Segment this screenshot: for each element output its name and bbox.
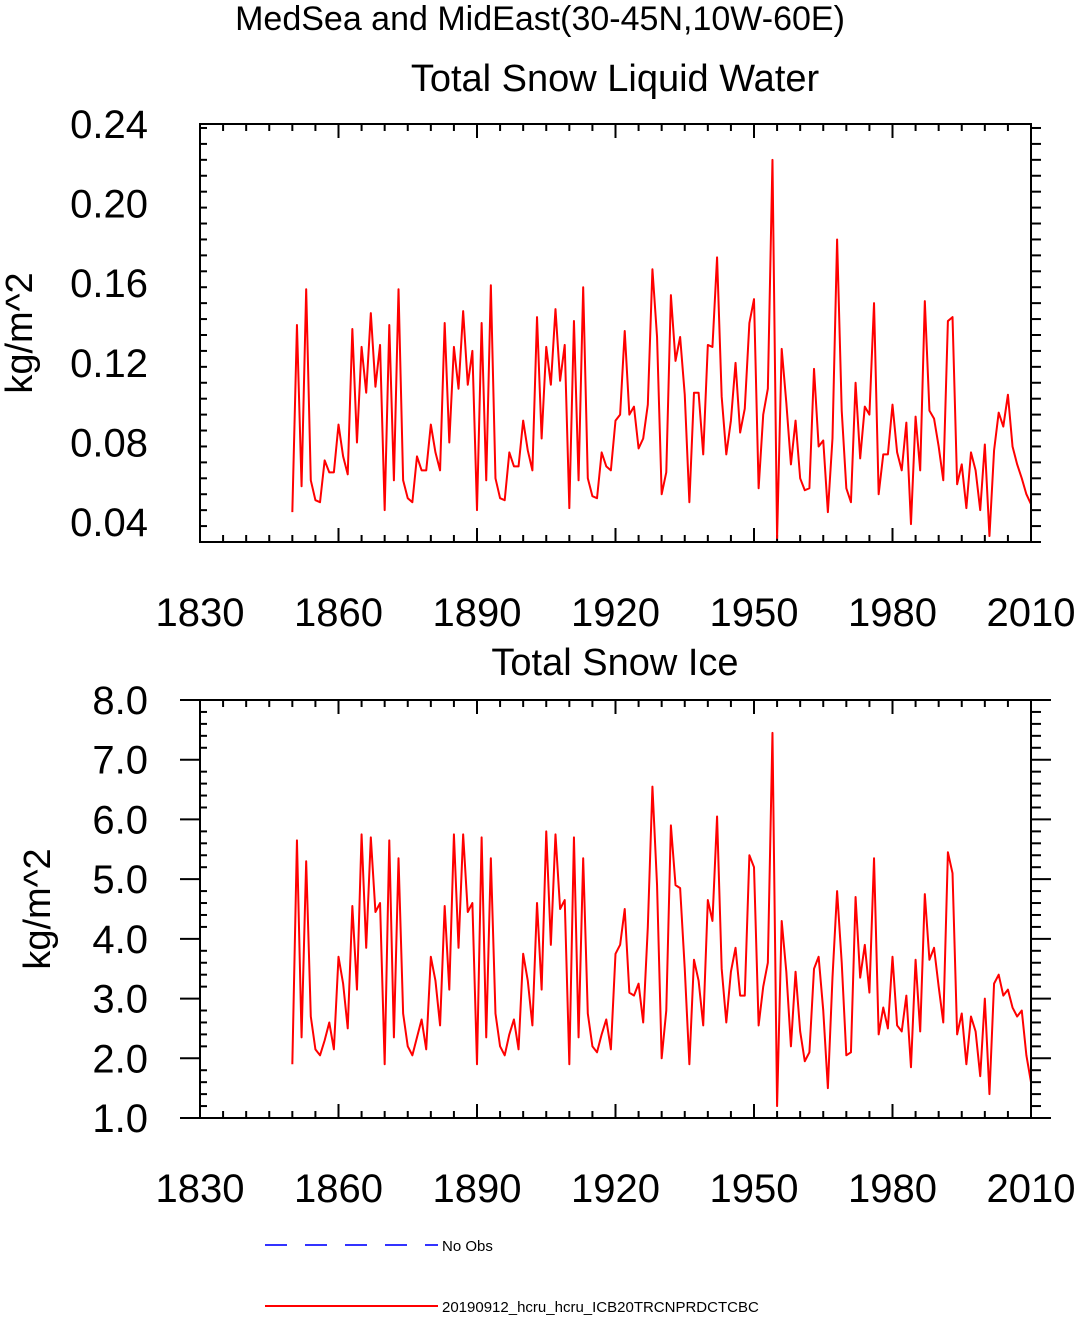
y-tick-label: 0.16 [70,262,148,306]
x-tick-label: 1860 [294,591,383,635]
series-line-snow-ice [291,731,1032,1108]
series-line-snow-liquid-water [291,158,1032,540]
x-tick-label: 1980 [848,1167,937,1211]
legend-entry-model-run: 20190912_hcru_hcru_ICB20TRCNPRDCTCBC [265,1299,759,1316]
y-tick-label: 1.0 [92,1097,148,1141]
x-tick-label: 1980 [848,591,937,635]
y-tick-label: 0.20 [70,183,148,227]
y-tick-label: 0.24 [70,103,148,147]
panel-title: Total Snow Liquid Water [411,58,820,100]
ticks [199,124,1041,543]
x-tick-label: 1890 [433,1167,522,1211]
y-tick-labels: 0.04 0.08 0.12 0.16 0.20 0.24 [70,103,148,545]
plot-frame [199,123,1032,543]
y-tick-label: 8.0 [92,679,148,723]
legend: No Obs 20190912_hcru_hcru_ICB20TRCNPRDCT… [265,1238,759,1316]
y-tick-label: 0.04 [70,501,148,545]
x-tick-label: 1890 [433,591,522,635]
ticks [180,699,1051,1119]
x-tick-label: 1830 [156,591,245,635]
x-tick-label: 1950 [710,1167,799,1211]
y-tick-label: 4.0 [92,918,148,962]
y-tick-label: 2.0 [92,1037,148,1081]
x-tick-label: 2010 [987,591,1076,635]
legend-label: No Obs [442,1238,493,1255]
y-tick-label: 5.0 [92,858,148,902]
x-tick-labels: 1830 1860 1890 1920 1950 1980 2010 [156,1167,1076,1211]
x-tick-label: 1860 [294,1167,383,1211]
plot-frame [199,699,1032,1119]
y-axis-label: kg/m^2 [17,848,59,969]
x-tick-labels: 1830 1860 1890 1920 1950 1980 2010 [156,591,1076,635]
y-tick-label: 0.12 [70,342,148,386]
x-tick-label: 1920 [571,591,660,635]
x-tick-label: 2010 [987,1167,1076,1211]
legend-entry-no-obs: No Obs [265,1238,493,1255]
figure-title: MedSea and MidEast(30-45N,10W-60E) [235,0,845,38]
panel-snow-ice: Total Snow Ice kg/m^2 1830 1860 1890 1920 19… [17,642,1075,1211]
y-axis-label: kg/m^2 [0,272,41,393]
panel-title: Total Snow Ice [491,642,738,684]
y-tick-labels: 1.0 2.0 3.0 4.0 5.0 6.0 7.0 8.0 [92,679,148,1141]
x-tick-label: 1830 [156,1167,245,1211]
y-tick-label: 0.08 [70,421,148,465]
y-tick-label: 6.0 [92,798,148,842]
panel-snow-liquid-water: Total Snow Liquid Water kg/m^2 1830 1860 1… [0,58,1075,635]
y-tick-label: 3.0 [92,978,148,1022]
x-tick-label: 1950 [710,591,799,635]
legend-label: 20190912_hcru_hcru_ICB20TRCNPRDCTCBC [442,1299,759,1316]
y-tick-label: 7.0 [92,739,148,783]
x-tick-label: 1920 [571,1167,660,1211]
